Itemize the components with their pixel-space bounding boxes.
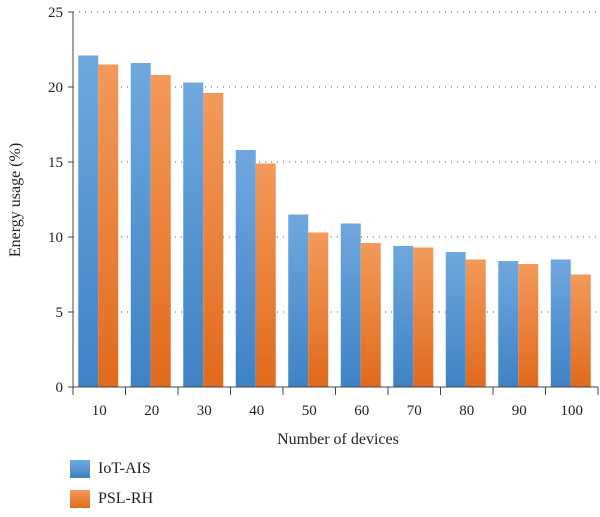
tick-labels: 0 5 10 15 20 25 10 20 30 40 50 60 70 80 90 100 <box>48 5 583 419</box>
x-tick-label: 60 <box>354 403 369 419</box>
bar-iot-ais-20 <box>130 63 151 387</box>
legend-item-psl-rh: PSL-RH <box>70 487 153 511</box>
axes <box>68 11 599 395</box>
bar-psl-rh-80 <box>465 259 486 387</box>
x-tick-label: 30 <box>197 403 212 419</box>
bar-iot-ais-70 <box>393 246 414 387</box>
bar-iot-ais-30 <box>183 82 204 387</box>
y-tick-label: 5 <box>56 305 64 321</box>
x-tick-label: 40 <box>249 403 264 419</box>
bar-iot-ais-50 <box>288 214 309 387</box>
x-tick-label: 10 <box>92 403 107 419</box>
x-tick-label: 90 <box>512 403 527 419</box>
bar-iot-ais-40 <box>235 150 256 387</box>
bar-psl-rh-100 <box>570 274 591 387</box>
y-tick-label: 25 <box>48 5 63 21</box>
legend-label-psl-rh: PSL-RH <box>98 490 154 507</box>
x-tick-label: 20 <box>144 403 159 419</box>
x-axis-title: Number of devices <box>277 431 399 448</box>
legend: IoT-AIS PSL-RH <box>70 457 153 517</box>
y-tick-label: 10 <box>48 230 63 246</box>
x-tick-label: 100 <box>561 403 584 419</box>
legend-swatch-psl-rh <box>70 490 90 508</box>
bar-iot-ais-90 <box>498 261 519 387</box>
bar-psl-rh-10 <box>98 64 119 387</box>
bar-psl-rh-30 <box>203 93 224 387</box>
y-tick-label: 20 <box>48 80 63 96</box>
bar-psl-rh-90 <box>518 264 539 387</box>
bar-iot-ais-60 <box>340 223 361 387</box>
bar-psl-rh-50 <box>308 232 329 387</box>
bar-iot-ais-10 <box>78 55 99 387</box>
legend-swatch-iot-ais <box>70 460 90 478</box>
legend-item-iot-ais: IoT-AIS <box>70 457 153 481</box>
x-tick-label: 50 <box>302 403 317 419</box>
y-tick-label: 15 <box>48 155 63 171</box>
bar-chart: 0 5 10 15 20 25 10 20 30 40 50 60 70 80 90 100 Energy u… <box>7 5 599 448</box>
y-axis-title: Energy usage (%) <box>7 143 24 257</box>
bars <box>78 55 591 387</box>
bar-psl-rh-20 <box>150 75 171 387</box>
x-tick-label: 80 <box>459 403 474 419</box>
bar-psl-rh-40 <box>255 163 276 387</box>
x-tick-label: 70 <box>407 403 422 419</box>
bar-psl-rh-60 <box>360 243 381 387</box>
bar-psl-rh-70 <box>413 247 434 387</box>
bar-iot-ais-100 <box>550 259 571 387</box>
bar-iot-ais-80 <box>445 252 466 387</box>
legend-label-iot-ais: IoT-AIS <box>98 460 151 477</box>
y-tick-label: 0 <box>56 380 64 396</box>
